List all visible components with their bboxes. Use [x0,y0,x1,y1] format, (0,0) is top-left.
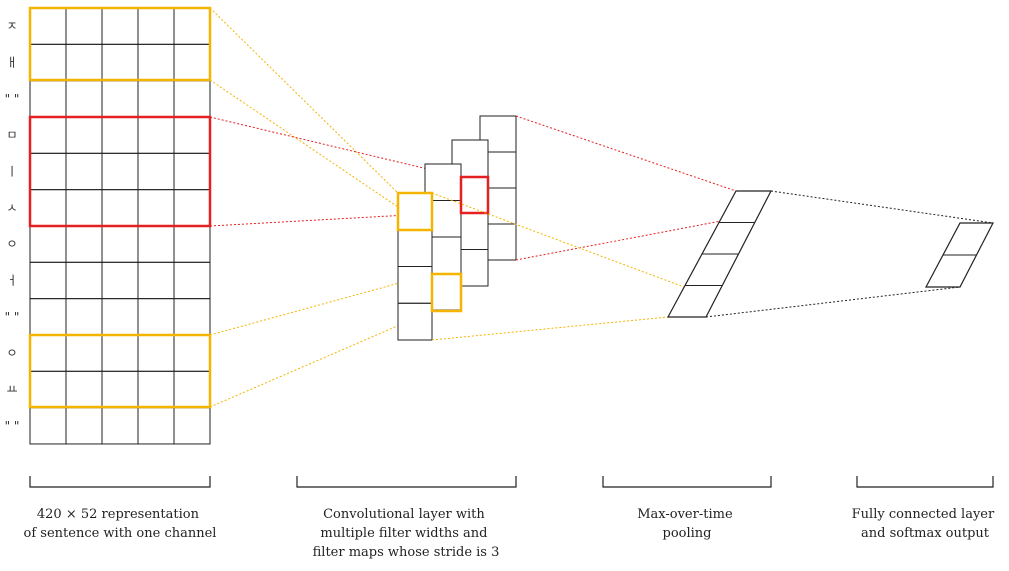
input-cell [137,407,175,445]
row-label: " " [5,419,20,433]
input-cell [29,152,67,191]
input-cell [65,370,103,409]
input-cell [173,261,211,300]
input-cell [137,298,175,336]
input-cell [29,225,67,263]
input-cell [65,261,103,300]
input-cell [29,189,67,227]
input-cell [65,189,103,227]
row-label: ㅈ [6,19,17,33]
input-cell [173,225,211,263]
input-cell [65,116,103,154]
input-cell [29,334,67,372]
input-cell [173,80,211,118]
row-label: ㅇ [6,237,17,251]
input-cell [101,407,139,445]
input-cell [29,80,67,118]
input-cell [173,407,211,445]
input-cell [29,261,67,300]
input-cell [101,261,139,300]
input-highlight-yellow-top [28,6,212,82]
input-cell [101,152,139,191]
input-cell [101,298,139,336]
input-cell [65,152,103,191]
caption-input: 420 × 52 representation of sentence with… [24,507,217,541]
row-label: ㅣ [6,164,17,178]
section-brackets [29,476,994,488]
input-cell [101,80,139,118]
connections-pool-to-fc [705,190,994,318]
caption-fc: Fully connected layer and softmax output [852,507,999,541]
input-cell [101,189,139,227]
input-cell [173,43,211,82]
row-label: ㅇ [6,346,17,360]
input-cell [65,298,103,336]
input-cell [101,7,139,45]
input-highlight-red [28,115,212,228]
input-cell [137,370,175,409]
input-cell [65,407,103,445]
row-label: ㅅ [6,201,17,215]
input-cell [65,225,103,263]
input-cell [137,225,175,263]
input-cell [137,189,175,227]
input-cell [101,370,139,409]
input-cell [137,334,175,372]
input-cell [137,261,175,300]
row-label: " " [5,92,20,106]
row-label: ㅛ [6,382,17,396]
input-cell [137,80,175,118]
fully-connected-vector [925,222,994,288]
input-cell [65,334,103,372]
input-cell [29,116,67,154]
conv-highlights [396,175,490,313]
pooling-vector [666,190,772,318]
caption-pool: Max-over-time pooling [637,507,737,541]
row-label: ㅓ [6,273,17,287]
conv-feature-map-1 [397,192,433,341]
input-cell [173,7,211,45]
input-cell [29,370,67,409]
input-cell [137,152,175,191]
input-cell [173,334,211,372]
input-cell [101,116,139,154]
input-cell [101,334,139,372]
input-cell [65,43,103,82]
connections-conv-to-pool [431,115,737,341]
input-cell [173,116,211,154]
input-cell [137,116,175,154]
input-cell [65,7,103,45]
row-labels: ㅈㅐ" "ㅁㅣㅅㅇㅓ" "ㅇㅛ" " [5,19,20,433]
input-cell [101,43,139,82]
input-cell [173,189,211,227]
input-cell [29,43,67,82]
row-label: " " [5,310,20,324]
input-highlight-yellow-bottom [28,333,212,409]
input-cell [173,370,211,409]
input-cell [173,298,211,336]
input-cell [101,225,139,263]
input-cell [137,7,175,45]
input-cell [29,298,67,336]
row-label: ㅐ [6,55,17,69]
input-cell [173,152,211,191]
caption-conv: Convolutional layer with multiple filter… [313,507,500,560]
input-cell [29,7,67,45]
input-cell [29,407,67,445]
input-cell [137,43,175,82]
row-label: ㅁ [6,128,17,142]
input-cell [65,80,103,118]
conv-cell [397,302,433,341]
